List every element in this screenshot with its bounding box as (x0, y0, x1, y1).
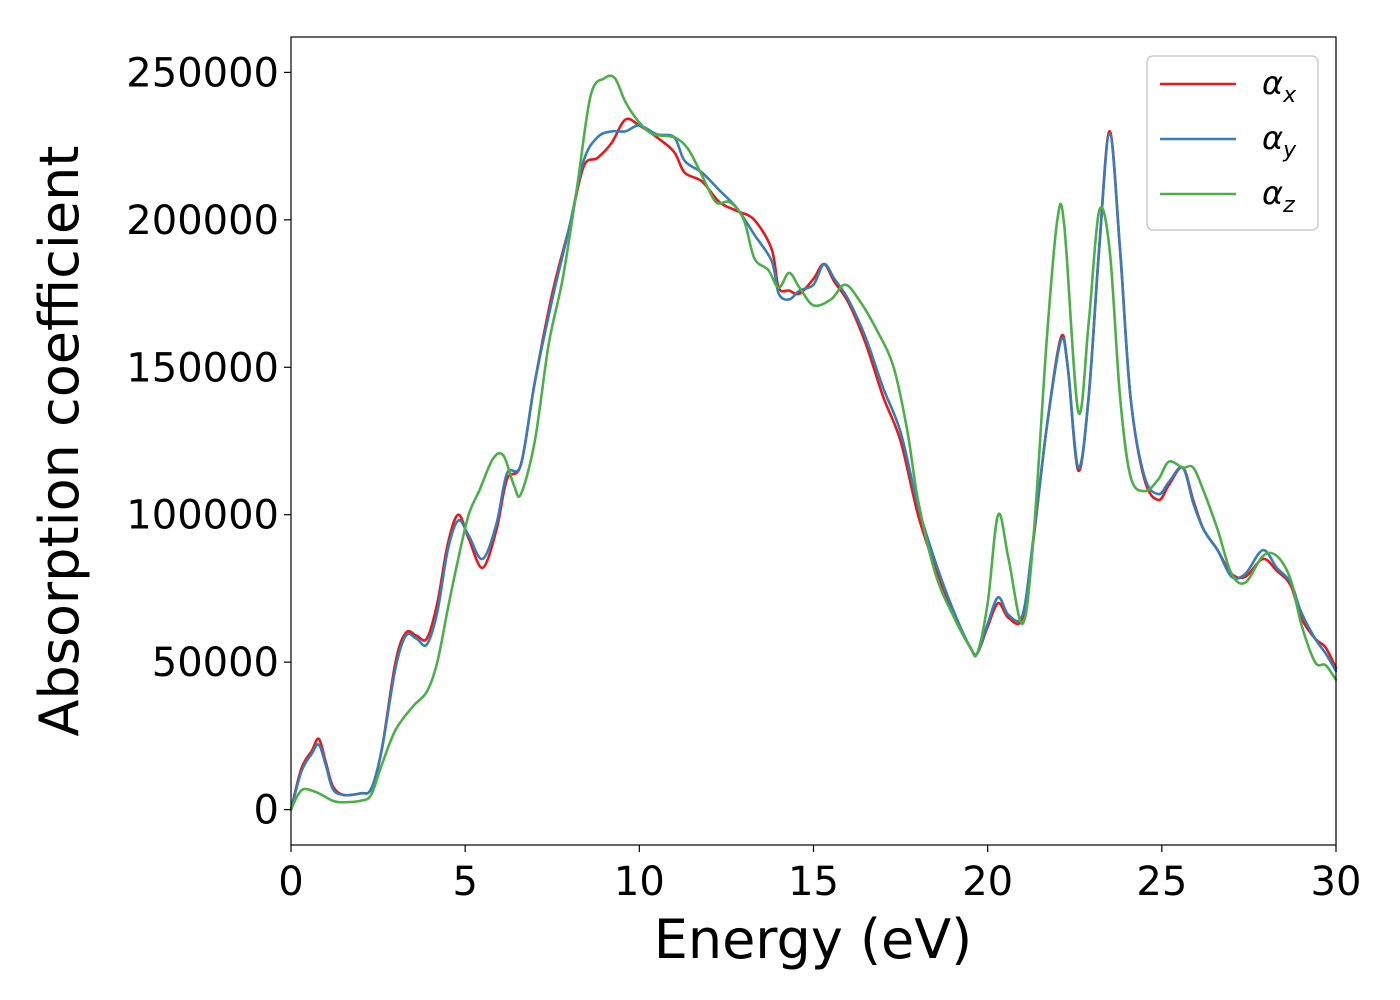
y-tick-label: 150000 (126, 345, 279, 391)
y-axis-label: Absorption coefficient (28, 146, 91, 737)
x-tick-label: 25 (1136, 859, 1187, 905)
x-axis-label: Energy (eV) (654, 908, 973, 971)
legend: αx αy αz (1146, 55, 1319, 231)
x-tick-label: 5 (452, 859, 477, 905)
legend-label-y: αy (1262, 119, 1297, 163)
x-tick-label: 20 (962, 859, 1013, 905)
x-tick-label: 30 (1311, 859, 1362, 905)
y-tick-label: 200000 (126, 198, 279, 244)
series-layer (289, 74, 1338, 811)
legend-box (1146, 55, 1319, 231)
y-tick-label: 100000 (126, 493, 279, 539)
y-tick-label: 50000 (152, 640, 279, 686)
y-tick-label: 0 (254, 788, 279, 834)
x-tick-label: 0 (278, 859, 303, 905)
x-tick-label: 10 (614, 859, 665, 905)
legend-label-z: αz (1262, 174, 1295, 218)
x-tick-label: 15 (788, 859, 839, 905)
y-axis: 0 50000 100000 150000 200000 250000 (126, 50, 291, 834)
series-line-z (289, 74, 1338, 811)
series-line-y (289, 124, 1338, 811)
y-tick-label: 250000 (126, 50, 279, 96)
x-axis: 0 5 10 15 20 25 30 (278, 845, 1361, 905)
legend-label-x: αx (1262, 64, 1297, 108)
